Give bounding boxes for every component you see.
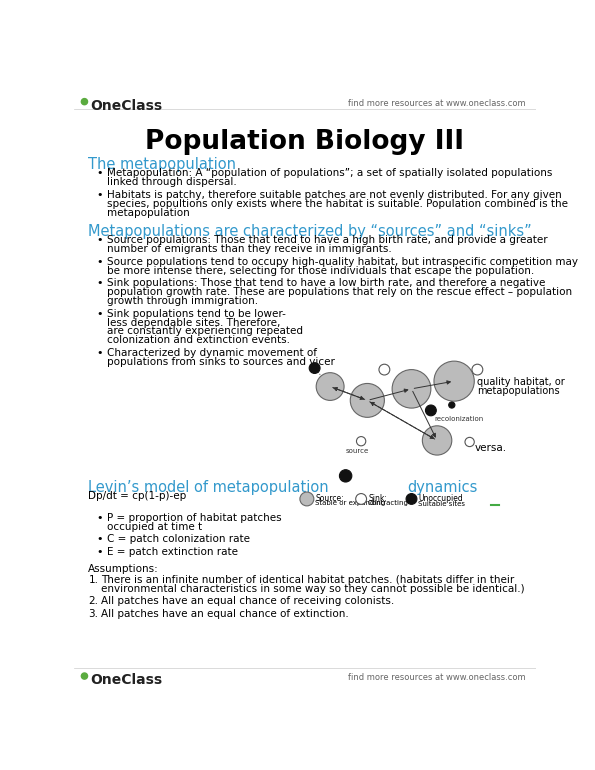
Text: source: source [346,448,369,454]
Circle shape [82,673,87,679]
Text: Contracting: Contracting [368,500,409,507]
Text: metapopulations: metapopulations [477,386,560,396]
Text: •: • [96,534,102,544]
Text: growth through immigration.: growth through immigration. [107,296,258,306]
Circle shape [425,405,436,416]
Text: dynamics: dynamics [408,480,478,495]
Text: Levin’s model of metapopulation: Levin’s model of metapopulation [88,480,329,495]
Text: •: • [96,256,102,266]
Circle shape [434,361,474,401]
Text: 2.: 2. [88,596,98,606]
Circle shape [472,364,483,375]
Text: •: • [96,348,102,358]
Text: Sink:: Sink: [368,494,387,504]
Text: linked through dispersal.: linked through dispersal. [107,176,237,186]
Circle shape [449,402,455,408]
Text: Dp/dt = cp(1-p)-ep: Dp/dt = cp(1-p)-ep [88,491,187,501]
Text: •: • [96,278,102,288]
Text: P = proportion of habitat patches: P = proportion of habitat patches [107,513,281,523]
Text: •: • [96,235,102,245]
Text: The metapopulation: The metapopulation [88,157,236,172]
Circle shape [465,437,474,447]
Text: C = patch colonization rate: C = patch colonization rate [107,534,250,544]
Text: occupied at time t: occupied at time t [107,522,202,531]
Circle shape [392,370,431,408]
Text: find more resources at www.oneclass.com: find more resources at www.oneclass.com [348,673,525,682]
Text: E = patch extinction rate: E = patch extinction rate [107,547,238,557]
Text: populations from sinks to sources and vicer: populations from sinks to sources and vi… [107,357,335,367]
Text: 1.: 1. [88,574,98,584]
Text: All patches have an equal chance of extinction.: All patches have an equal chance of exti… [101,609,349,619]
Text: Characterized by dynamic movement of: Characterized by dynamic movement of [107,348,317,358]
Text: number of emigrants than they receive in immigrants.: number of emigrants than they receive in… [107,244,392,254]
Circle shape [316,373,344,400]
Circle shape [422,426,452,455]
Text: OneClass: OneClass [90,99,162,112]
Text: Stable or expanding: Stable or expanding [315,500,386,507]
Circle shape [406,494,417,504]
Text: •: • [96,513,102,523]
Text: colonization and extinction events.: colonization and extinction events. [107,336,290,345]
Text: •: • [96,309,102,319]
Text: metapopulation: metapopulation [107,208,190,218]
Text: •: • [96,190,102,200]
Text: Source populations tend to occupy high-quality habitat, but intraspecific compet: Source populations tend to occupy high-q… [107,256,578,266]
Text: •: • [96,168,102,178]
Text: Unoccupied: Unoccupied [418,494,464,504]
Text: There is an infinite number of identical habitat patches. (habitats differ in th: There is an infinite number of identical… [101,574,514,584]
Circle shape [339,470,352,482]
Text: All patches have an equal chance of receiving colonists.: All patches have an equal chance of rece… [101,596,394,606]
Text: Habitats is patchy, therefore suitable patches are not evenly distributed. For a: Habitats is patchy, therefore suitable p… [107,190,562,200]
Text: Source populations: Those that tend to have a high birth rate, and provide a gre: Source populations: Those that tend to h… [107,235,547,245]
Text: recolonization: recolonization [435,416,484,422]
Text: versa.: versa. [475,443,507,453]
Text: •: • [96,547,102,557]
Text: OneClass: OneClass [90,673,162,687]
Text: Source:: Source: [315,494,344,504]
Text: Metapopulations are characterized by “sources” and “sinks”: Metapopulations are characterized by “so… [88,224,532,239]
Circle shape [309,363,320,373]
Text: less dependable sites. Therefore,: less dependable sites. Therefore, [107,317,280,327]
Circle shape [356,494,367,504]
Text: find more resources at www.oneclass.com: find more resources at www.oneclass.com [348,99,525,108]
Circle shape [300,492,314,506]
Circle shape [356,437,366,446]
Text: Sink populations tend to be lower-: Sink populations tend to be lower- [107,309,286,319]
Text: Sink populations: Those that tend to have a low birth rate, and therefore a nega: Sink populations: Those that tend to hav… [107,278,545,288]
Text: quality habitat, or: quality habitat, or [477,377,565,387]
Text: Suitable sites: Suitable sites [418,500,465,507]
Text: environmental characteristics in some way so they cannot possible be identical.): environmental characteristics in some wa… [101,584,524,594]
Text: Assumptions:: Assumptions: [88,564,159,574]
Circle shape [379,364,390,375]
Text: are constantly experiencing repeated: are constantly experiencing repeated [107,326,303,336]
Text: Population Biology III: Population Biology III [145,129,464,156]
Text: population growth rate. These are populations that rely on the rescue effect – p: population growth rate. These are popula… [107,287,572,297]
Text: 3.: 3. [88,609,98,619]
Text: Metapopulation: A “population of populations”; a set of spatially isolated popul: Metapopulation: A “population of populat… [107,168,552,178]
Circle shape [350,383,384,417]
Text: be more intense there, selecting for those individuals that escape the populatio: be more intense there, selecting for tho… [107,266,534,276]
Circle shape [82,99,87,105]
Text: species, popultions only exists where the habitat is suitable. Population combin: species, popultions only exists where th… [107,199,568,209]
